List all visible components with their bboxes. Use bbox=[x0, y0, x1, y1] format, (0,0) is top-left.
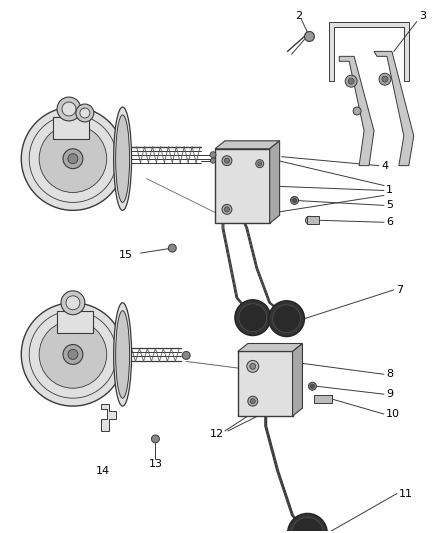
Circle shape bbox=[379, 73, 391, 85]
Text: 15: 15 bbox=[119, 250, 133, 260]
Polygon shape bbox=[293, 343, 303, 416]
Circle shape bbox=[210, 152, 216, 158]
Circle shape bbox=[256, 160, 264, 168]
Circle shape bbox=[290, 197, 298, 204]
Circle shape bbox=[293, 198, 297, 203]
Circle shape bbox=[308, 382, 316, 390]
Circle shape bbox=[62, 102, 76, 116]
Polygon shape bbox=[57, 311, 93, 333]
Ellipse shape bbox=[114, 107, 131, 211]
Circle shape bbox=[382, 76, 388, 82]
Circle shape bbox=[211, 158, 215, 163]
Circle shape bbox=[258, 161, 262, 166]
Circle shape bbox=[39, 125, 107, 192]
Polygon shape bbox=[329, 21, 409, 81]
Polygon shape bbox=[307, 216, 319, 224]
Polygon shape bbox=[374, 51, 414, 166]
Text: 11: 11 bbox=[399, 489, 413, 498]
Ellipse shape bbox=[114, 303, 131, 406]
Circle shape bbox=[21, 107, 124, 211]
Circle shape bbox=[273, 305, 300, 333]
Text: 4: 4 bbox=[381, 160, 388, 171]
Circle shape bbox=[224, 207, 230, 212]
Circle shape bbox=[63, 344, 83, 365]
Circle shape bbox=[168, 244, 176, 252]
Circle shape bbox=[152, 435, 159, 443]
Circle shape bbox=[66, 296, 80, 310]
Text: 13: 13 bbox=[148, 459, 162, 469]
Text: 5: 5 bbox=[386, 200, 393, 211]
Text: 14: 14 bbox=[96, 466, 110, 475]
Circle shape bbox=[239, 304, 267, 332]
Circle shape bbox=[304, 31, 314, 42]
Circle shape bbox=[353, 107, 361, 115]
Circle shape bbox=[235, 300, 271, 336]
Circle shape bbox=[29, 311, 117, 398]
Polygon shape bbox=[238, 343, 303, 351]
Polygon shape bbox=[53, 117, 89, 139]
Text: 9: 9 bbox=[386, 389, 393, 399]
Polygon shape bbox=[215, 149, 270, 223]
Text: 10: 10 bbox=[386, 409, 400, 419]
Ellipse shape bbox=[116, 115, 130, 203]
Circle shape bbox=[292, 518, 323, 533]
Circle shape bbox=[248, 396, 258, 406]
Circle shape bbox=[222, 204, 232, 214]
Circle shape bbox=[250, 399, 255, 403]
Polygon shape bbox=[339, 56, 374, 166]
Text: 7: 7 bbox=[396, 285, 403, 295]
Circle shape bbox=[345, 75, 357, 87]
Circle shape bbox=[39, 321, 107, 388]
Circle shape bbox=[76, 104, 94, 122]
Circle shape bbox=[63, 149, 83, 168]
Circle shape bbox=[250, 364, 256, 369]
Text: 6: 6 bbox=[386, 217, 393, 227]
Circle shape bbox=[305, 216, 314, 224]
Polygon shape bbox=[101, 404, 116, 431]
Circle shape bbox=[224, 158, 230, 163]
Text: 12: 12 bbox=[210, 429, 224, 439]
Circle shape bbox=[222, 156, 232, 166]
Circle shape bbox=[80, 108, 90, 118]
Circle shape bbox=[348, 78, 354, 84]
Circle shape bbox=[61, 291, 85, 314]
Polygon shape bbox=[270, 141, 279, 223]
Ellipse shape bbox=[116, 311, 130, 398]
Polygon shape bbox=[238, 351, 293, 416]
Circle shape bbox=[182, 351, 190, 359]
Text: 1: 1 bbox=[386, 185, 393, 196]
Circle shape bbox=[247, 360, 259, 373]
Circle shape bbox=[288, 513, 327, 533]
Circle shape bbox=[21, 303, 124, 406]
Circle shape bbox=[311, 384, 314, 388]
Circle shape bbox=[68, 154, 78, 164]
Circle shape bbox=[57, 97, 81, 121]
Text: 2: 2 bbox=[296, 11, 303, 21]
Text: 3: 3 bbox=[419, 11, 426, 21]
Polygon shape bbox=[314, 395, 332, 403]
Circle shape bbox=[68, 350, 78, 359]
Circle shape bbox=[29, 115, 117, 203]
Polygon shape bbox=[215, 141, 279, 149]
Circle shape bbox=[268, 301, 304, 336]
Text: 8: 8 bbox=[386, 369, 393, 379]
